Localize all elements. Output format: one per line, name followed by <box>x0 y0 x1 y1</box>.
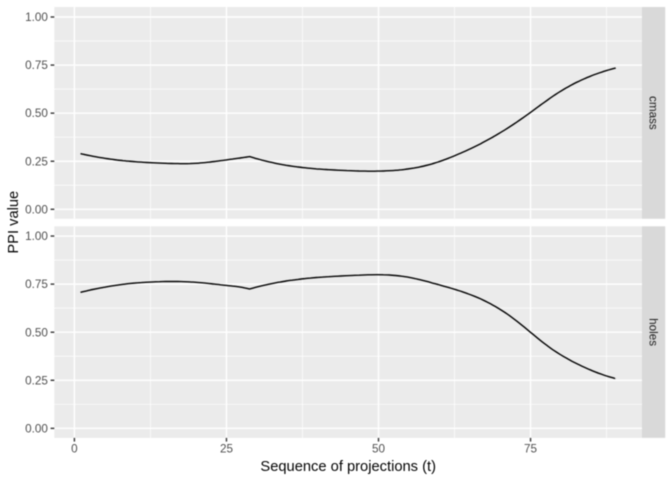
svg-text:0: 0 <box>71 442 78 455</box>
svg-text:0.25: 0.25 <box>25 374 48 387</box>
svg-text:holes: holes <box>647 318 660 346</box>
svg-text:50: 50 <box>372 442 386 455</box>
svg-text:PPI value: PPI value <box>6 191 22 254</box>
svg-text:75: 75 <box>524 442 538 455</box>
svg-text:0.00: 0.00 <box>25 203 48 216</box>
svg-text:cmass: cmass <box>647 96 660 130</box>
svg-text:1.00: 1.00 <box>25 11 48 24</box>
svg-text:0.25: 0.25 <box>25 155 48 168</box>
svg-text:0.75: 0.75 <box>25 59 48 72</box>
svg-text:1.00: 1.00 <box>25 230 48 243</box>
svg-text:0.50: 0.50 <box>25 107 48 120</box>
svg-text:0.00: 0.00 <box>25 422 48 435</box>
svg-text:0.50: 0.50 <box>25 326 48 339</box>
svg-text:Sequence of projections (t): Sequence of projections (t) <box>260 459 436 475</box>
svg-text:0.75: 0.75 <box>25 278 48 291</box>
svg-text:25: 25 <box>220 442 234 455</box>
